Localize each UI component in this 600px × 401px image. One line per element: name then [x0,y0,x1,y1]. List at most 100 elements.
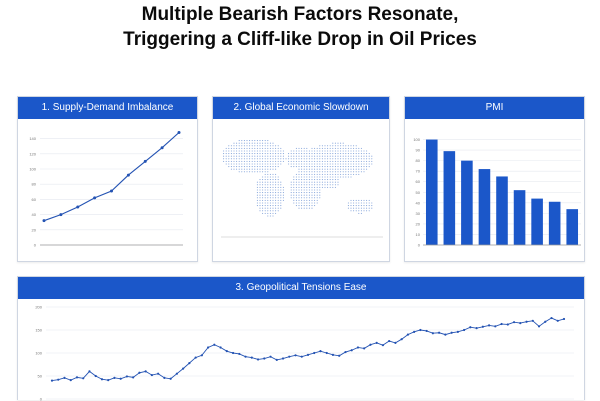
data-point [144,160,147,163]
map-dot [267,215,268,216]
map-dot [244,156,245,157]
map-dot [361,163,362,164]
map-dot [353,202,354,203]
data-point [469,326,471,328]
map-dot [332,161,333,162]
map-dot [314,158,315,159]
data-point [126,375,128,377]
map-dot [231,150,232,151]
map-dot [267,163,268,164]
map-dot [278,192,279,193]
map-dot [283,192,284,193]
map-dot [348,205,349,206]
map-dot [296,174,297,175]
map-dot [345,150,346,151]
map-dot [291,166,292,167]
map-dot [278,156,279,157]
map-dot [259,140,260,141]
map-dot [327,166,328,167]
map-dot [291,189,292,190]
map-dot [317,189,318,190]
map-dot [343,143,344,144]
map-dot [337,150,338,151]
map-dot [345,158,346,159]
map-dot [356,161,357,162]
map-dot [361,202,362,203]
map-dot [366,202,367,203]
map-dot [296,184,297,185]
map-dot [309,195,310,196]
map-dot [306,163,307,164]
map-dot [319,171,320,172]
map-dot [319,161,320,162]
map-dot [257,145,258,146]
map-dot [353,169,354,170]
map-dot [306,192,307,193]
map-dot [262,153,263,154]
map-dot [259,156,260,157]
map-dot [267,174,268,175]
data-point [188,362,190,364]
map-dot [319,176,320,177]
map-dot [327,176,328,177]
map-dot [361,161,362,162]
map-dot [233,156,234,157]
map-dot [275,148,276,149]
map-dot [252,169,253,170]
map-dot [356,153,357,154]
map-dot [345,156,346,157]
data-point [269,356,271,358]
map-dot [324,176,325,177]
map-dot [309,153,310,154]
map-dot [340,148,341,149]
map-dot [259,205,260,206]
map-dot [265,210,266,211]
map-dot [231,158,232,159]
map-dot [270,192,271,193]
data-point [257,358,259,360]
map-dot [270,176,271,177]
map-dot [252,161,253,162]
map-dot [262,156,263,157]
map-dot [306,161,307,162]
map-dot [272,200,273,201]
map-dot [335,145,336,146]
map-dot [356,158,357,159]
map-dot [322,174,323,175]
map-dot [249,161,250,162]
map-dot [293,182,294,183]
map-dot [306,176,307,177]
map-dot [293,166,294,167]
map-dot [301,163,302,164]
map-dot [356,150,357,151]
map-dot [270,210,271,211]
map-dot [358,210,359,211]
map-dot [275,161,276,162]
map-dot [327,179,328,180]
map-dot [353,200,354,201]
map-dot [345,166,346,167]
map-dot [265,192,266,193]
map-dot [226,163,227,164]
map-dot [249,169,250,170]
map-dot [262,195,263,196]
data-point [419,329,421,331]
map-dot [265,208,266,209]
data-point [88,370,90,372]
map-dot [330,163,331,164]
map-dot [259,184,260,185]
map-dot [337,161,338,162]
map-dot [280,163,281,164]
data-point [307,354,309,356]
map-dot [358,202,359,203]
map-dot [317,197,318,198]
map-dot [322,153,323,154]
map-dot [272,197,273,198]
map-dot [335,150,336,151]
map-dot [267,156,268,157]
map-dot [319,150,320,151]
map-dot [358,213,359,214]
data-point [207,346,209,348]
map-dot [275,208,276,209]
map-dot [272,145,273,146]
